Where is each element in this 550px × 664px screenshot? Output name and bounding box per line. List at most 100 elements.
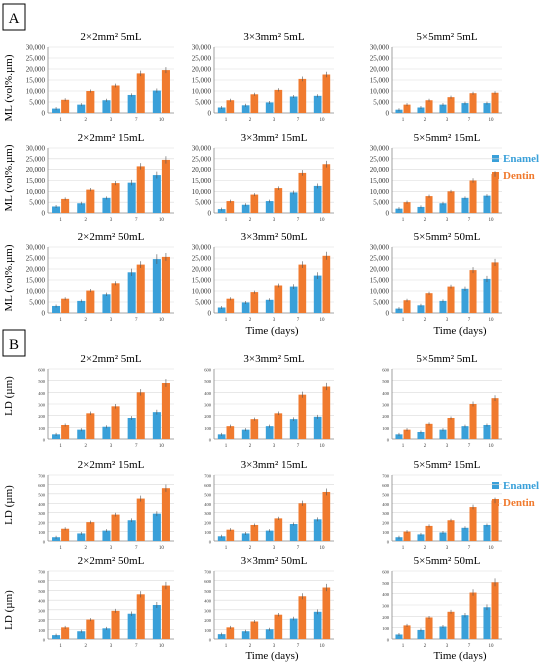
- bar-enamel: [102, 294, 111, 313]
- xlabel-b-col3: Time (days): [433, 650, 486, 662]
- bar-enamel: [289, 419, 298, 439]
- bar-dentin: [161, 383, 170, 439]
- bar-dentin: [425, 617, 433, 639]
- y-tick-label: 500: [382, 379, 390, 384]
- bar-dentin: [469, 270, 477, 313]
- x-tick-label: 7: [297, 444, 300, 449]
- bar-enamel: [289, 524, 298, 541]
- bar-dentin: [425, 525, 433, 541]
- chart-a-7: 0 5,000 10,000 15,000 20,000 25,000 30,000 2×2m…: [26, 231, 174, 323]
- y-tick-label: 500: [38, 492, 46, 497]
- y-tick-label: 600: [204, 579, 212, 584]
- y-tick-label: 200: [38, 618, 46, 623]
- bar-dentin: [161, 159, 170, 213]
- bar-dentin: [491, 398, 499, 439]
- bar-enamel: [483, 195, 491, 213]
- bar-enamel: [289, 286, 298, 313]
- x-tick-label: 7: [297, 218, 300, 223]
- bar-enamel: [217, 536, 226, 541]
- bar-dentin: [111, 85, 120, 113]
- x-tick-label: 10: [320, 218, 326, 223]
- y-tick-label: 15,000: [26, 77, 46, 85]
- bar-enamel: [313, 416, 322, 439]
- y-tick-label: 0: [387, 540, 390, 545]
- bar-dentin: [136, 264, 145, 313]
- x-tick-label: 3: [110, 218, 113, 223]
- x-tick-label: 7: [135, 318, 138, 323]
- y-tick-label: 400: [382, 391, 390, 396]
- chart-b-1: 0 100 200 300 400 500 600 2×2mm² 5mL 1 2 3 7 10: [38, 353, 174, 449]
- bar-enamel: [52, 635, 61, 639]
- y-tick-label: 5,000: [373, 299, 389, 307]
- bar-dentin: [425, 293, 433, 313]
- y-tick-label: 400: [204, 391, 212, 396]
- x-tick-label: 3: [273, 318, 276, 323]
- xlabel-b-col2: Time (days): [245, 650, 298, 662]
- legend-b-dentin-label: Dentin: [503, 497, 535, 509]
- x-tick-label: 10: [489, 118, 495, 123]
- bar-enamel: [313, 95, 322, 113]
- x-tick-label: 3: [273, 444, 276, 449]
- y-tick-label: 500: [382, 581, 390, 586]
- x-tick-label: 2: [424, 644, 427, 649]
- y-tick-label: 15,000: [370, 277, 390, 285]
- bar-dentin: [111, 183, 120, 213]
- bar-enamel: [417, 534, 425, 541]
- chart-title: 5×5mm² 15mL: [414, 459, 481, 471]
- y-tick-label: 0: [386, 210, 390, 218]
- y-tick-label: 0: [208, 110, 212, 118]
- y-tick-label: 0: [387, 438, 390, 443]
- bar-dentin: [250, 621, 259, 639]
- y-tick-label: 10,000: [26, 288, 46, 296]
- y-tick-label: 10,000: [370, 88, 390, 96]
- x-tick-label: 3: [110, 444, 113, 449]
- bar-enamel: [313, 611, 322, 639]
- bar-dentin: [86, 413, 95, 439]
- bar-enamel: [77, 203, 86, 213]
- y-tick-label: 15,000: [26, 177, 46, 185]
- x-tick-label: 1: [59, 218, 62, 223]
- bar-enamel: [217, 634, 226, 639]
- bar-dentin: [403, 202, 411, 213]
- chart-a-4: 0 5,000 10,000 15,000 20,000 25,000 30,000 2×2m…: [26, 132, 174, 223]
- y-tick-label: 0: [208, 210, 212, 218]
- y-tick-label: 20,000: [370, 266, 390, 274]
- chart-title: 5×5mm² 5mL: [416, 31, 477, 43]
- legend-a: Enamel Dentin: [492, 153, 539, 182]
- y-tick-label: 0: [42, 210, 46, 218]
- y-tick-label: 30,000: [26, 145, 46, 153]
- y-tick-label: 15,000: [192, 77, 212, 85]
- x-tick-label: 10: [159, 118, 165, 123]
- x-tick-label: 2: [85, 644, 88, 649]
- x-tick-label: 10: [489, 318, 495, 323]
- bar-enamel: [265, 426, 274, 439]
- y-tick-label: 100: [382, 626, 390, 631]
- bar-dentin: [298, 78, 307, 113]
- bar-dentin: [161, 256, 170, 313]
- y-tick-label: 600: [204, 483, 212, 488]
- bar-enamel: [439, 104, 447, 113]
- chart-b-7: 0 100 200 300 400 500 600 700 2×2mm² 50mL 1 2 3 7 10: [38, 555, 174, 649]
- bar-enamel: [439, 203, 447, 213]
- y-tick-label: 10,000: [192, 188, 212, 196]
- x-tick-label: 3: [110, 318, 113, 323]
- y-tick-label: 600: [204, 368, 212, 373]
- bar-enamel: [439, 429, 447, 439]
- x-tick-label: 3: [446, 118, 449, 123]
- y-tick-label: 400: [382, 502, 390, 507]
- bar-dentin: [86, 189, 95, 213]
- bar-dentin: [403, 300, 411, 313]
- x-tick-label: 7: [297, 546, 300, 551]
- y-tick-label: 400: [38, 502, 46, 507]
- y-tick-label: 30,000: [192, 244, 212, 252]
- y-tick-label: 600: [382, 483, 390, 488]
- x-tick-label: 10: [320, 318, 326, 323]
- bar-dentin: [322, 74, 331, 113]
- legend-b-enamel-swatch: [492, 482, 499, 489]
- y-tick-label: 500: [204, 492, 212, 497]
- bar-dentin: [136, 498, 145, 541]
- x-tick-label: 7: [297, 644, 300, 649]
- bar-dentin: [298, 503, 307, 541]
- bar-enamel: [461, 426, 469, 439]
- y-tick-label: 5,000: [29, 199, 45, 207]
